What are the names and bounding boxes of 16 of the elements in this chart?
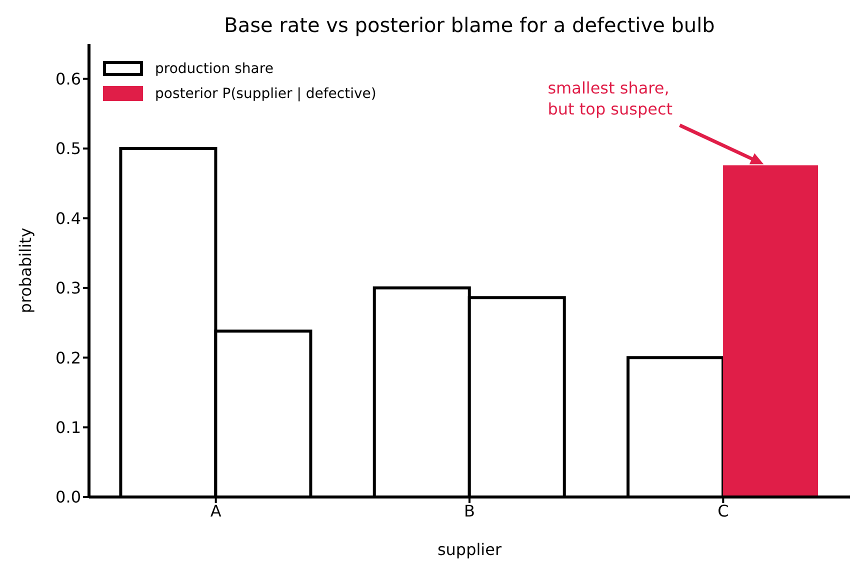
legend-label: production share [155, 60, 274, 76]
chart-title: Base rate vs posterior blame for a defective bulb [224, 13, 715, 37]
y-tick-label: 0.3 [56, 278, 81, 298]
y-tick-label: 0.2 [56, 348, 81, 368]
x-axis-title: supplier [437, 540, 502, 559]
y-axis-title: probability [16, 228, 35, 314]
y-tick-label: 0.1 [56, 418, 81, 437]
y-tick-label: 0.4 [56, 208, 81, 228]
annotation: smallest share, but top suspect [548, 78, 673, 118]
y-tick-label: 0.0 [56, 488, 81, 507]
x-tick-label: B [464, 501, 475, 520]
x-tick-label: C [718, 501, 729, 520]
legend-label: posterior P(supplier | defective) [155, 86, 376, 102]
y-tick-label: 0.6 [56, 70, 81, 89]
y-tick-label: 0.5 [56, 139, 81, 158]
x-tick-label: A [210, 501, 222, 520]
